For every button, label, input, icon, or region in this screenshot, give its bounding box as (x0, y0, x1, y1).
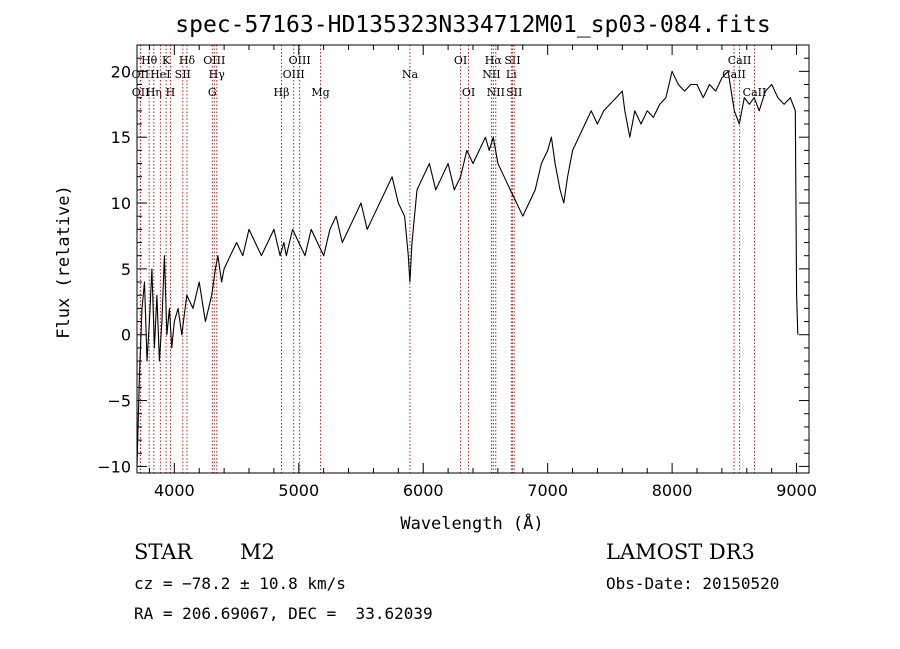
line-label: H (166, 86, 176, 99)
line-label: OI (462, 86, 475, 99)
line-label: NII (487, 86, 505, 99)
y-tick-label: 0 (121, 326, 131, 345)
y-tick-label: 20 (111, 62, 131, 81)
y-tick-label: 15 (111, 128, 131, 147)
line-label: CaII (728, 54, 752, 67)
coordinates: RA = 206.69067, DEC = 33.62039 (134, 604, 433, 623)
x-axis-label: Wavelength (Å) (400, 512, 543, 534)
object-class: STAR (134, 540, 193, 564)
plot-frame (136, 44, 810, 474)
obs-date: Obs-Date: 20150520 (606, 574, 780, 593)
line-label: Hγ (209, 68, 226, 81)
line-label: Hη (146, 86, 162, 99)
line-label: OIII (283, 68, 305, 81)
line-label: SII (506, 86, 522, 99)
object-subclass: M2 (240, 540, 275, 564)
y-tick-label: −5 (107, 392, 131, 411)
line-label: NII (482, 68, 500, 81)
line-label: OI (454, 54, 467, 67)
x-tick-label: 4000 (154, 481, 195, 500)
line-label: Hδ (179, 54, 196, 67)
line-label: G (208, 86, 217, 99)
line-label: HeI (150, 68, 170, 81)
y-tick-label: 10 (111, 194, 131, 213)
line-label: Li (506, 68, 517, 81)
x-tick-label: 5000 (278, 481, 319, 500)
x-tick-label: 9000 (776, 481, 817, 500)
redshift-readout: cz = −78.2 ± 10.8 km/s (134, 574, 346, 593)
line-label: OII (132, 86, 150, 99)
x-tick-label: 8000 (652, 481, 693, 500)
line-label: Mg (311, 86, 329, 99)
line-label: Hβ (274, 86, 290, 99)
line-label: Na (402, 68, 419, 81)
line-label: K (162, 54, 171, 67)
chart-title: spec-57163-HD135323N334712M01_sp03-084.f… (175, 12, 770, 38)
y-tick-label: −10 (97, 457, 131, 476)
line-label: Hθ (141, 54, 158, 67)
x-tick-label: 6000 (403, 481, 444, 500)
survey-name: LAMOST DR3 (606, 540, 755, 564)
line-label: SII (504, 54, 520, 67)
line-label: OIII (289, 54, 311, 67)
y-axis-label: Flux (relative) (54, 185, 74, 339)
line-label: Hα (485, 54, 503, 67)
y-tick-label: 5 (121, 260, 131, 279)
line-label: SII (175, 68, 191, 81)
line-label: CaII (743, 86, 767, 99)
line-label: OIII (203, 54, 225, 67)
spectrum-line (136, 70, 799, 467)
x-tick-label: 7000 (527, 481, 568, 500)
